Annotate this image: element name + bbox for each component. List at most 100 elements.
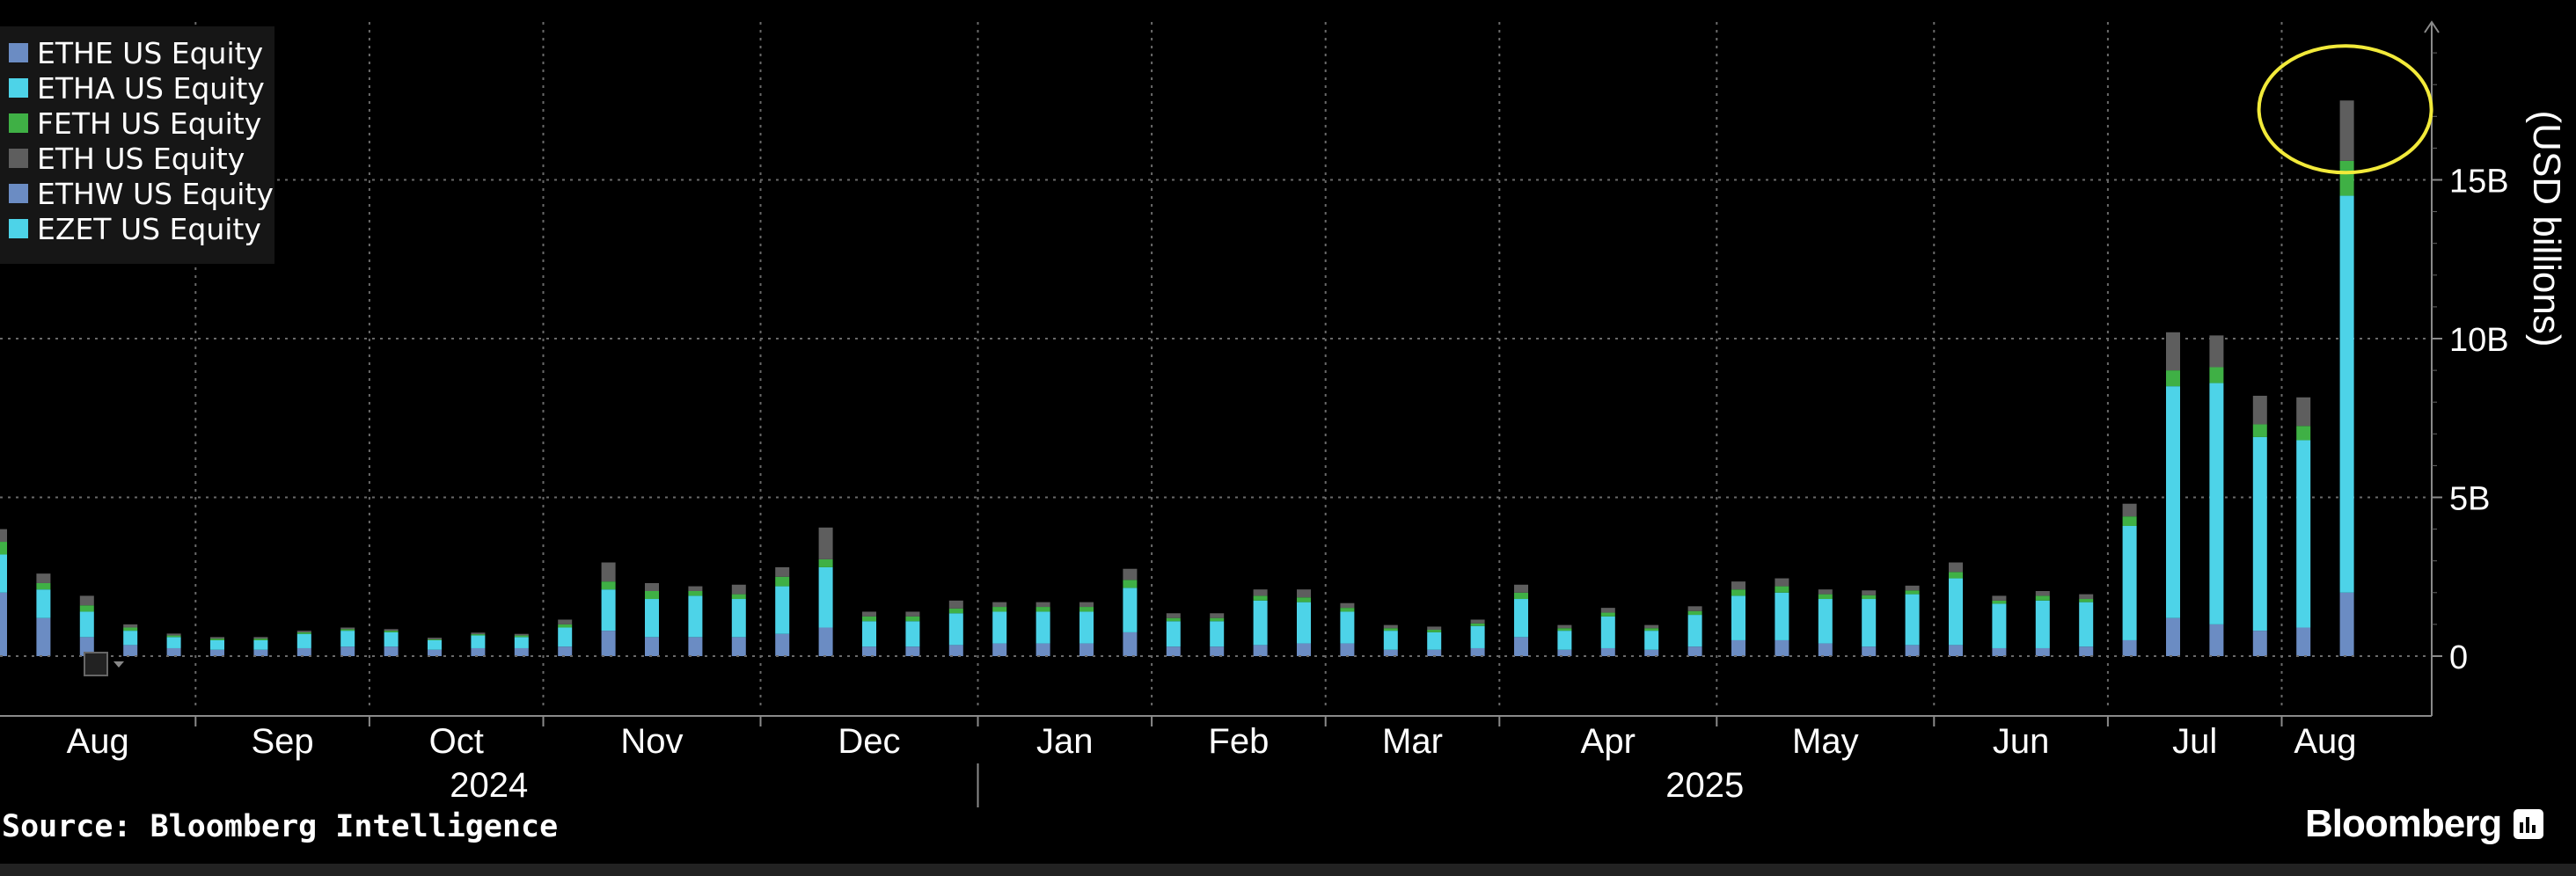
x-tick-label: Aug [67,722,129,761]
bloomberg-logo-icon [2514,809,2544,839]
bar-segment [253,639,268,650]
grid-lines [0,22,2432,709]
y-axis-title: (USD billions) [2525,111,2568,347]
bar-segment [1123,580,1138,588]
bar-segment [2209,624,2224,656]
bar-segment [1862,590,1877,595]
bar-stack [775,566,790,656]
bar-segment [1383,631,1398,650]
bar-stack [1514,584,1528,656]
legend-label: FETH US Equity [37,106,262,141]
bar-segment [166,633,181,636]
bar-segment [1166,617,1181,622]
bar-segment [905,611,920,617]
bar-segment [1992,600,2007,604]
bar-segment [731,637,746,656]
x-tick-label: Nov [620,722,683,761]
bar-segment [36,573,51,583]
bar-segment [1036,643,1050,656]
chart-type-button[interactable] [84,648,136,680]
bar-segment [253,637,268,639]
bar-segment [0,529,7,543]
bar-segment [1992,647,2007,656]
legend-swatch [9,219,28,238]
bar-segment [1600,647,1615,656]
bar-segment [2122,503,2137,517]
bar-segment [1905,590,1920,595]
bar-segment [2296,627,2311,656]
bar-segment [2122,516,2137,526]
bar-segment [2122,639,2137,656]
bar-segment [2166,617,2180,656]
bar-segment [1166,621,1181,647]
legend-swatch [9,78,28,98]
bar-segment [2035,600,2050,648]
bar-segment [1644,631,1659,650]
bar-segment [1470,625,1485,648]
bar-stack [384,629,399,656]
bar-segment [1687,606,1702,611]
source-note: Source: Bloomberg Intelligence [2,809,559,844]
bar-segment [1557,624,1572,629]
bar-segment [384,631,399,632]
bar-segment [862,616,876,622]
legend-item: ETHA US Equity [9,70,265,106]
bar-segment [471,632,486,635]
bar-segment [296,631,311,632]
bar-stack [1340,602,1355,656]
bar-segment [1297,602,1311,644]
bar-segment [1253,645,1268,656]
bar-segment [1905,645,1920,656]
legend-item: FETH US Equity [9,106,261,141]
legend-item: ETHE US Equity [9,35,263,70]
bar-segment [992,607,1007,612]
bar-stack [1166,613,1181,656]
bar-segment [558,619,573,624]
axes: 0 5B 10B 15B (USD billions) Aug Sep Oct Nov Dec Ja… [0,20,2568,807]
bar-segment [1383,624,1398,629]
bar-segment [2079,646,2094,656]
bar-stack [601,562,616,656]
bar-segment [340,629,355,631]
bar-stack [1253,589,1268,656]
bar-segment [210,637,224,639]
legend-label: ETHA US Equity [37,70,265,106]
bar-segment [2209,383,2224,624]
bar-segment [818,527,833,559]
brand-name: Bloomberg [2305,802,2502,845]
bar-segment [296,633,311,648]
year-label: 2025 [1665,766,1744,805]
bar-segment [645,599,659,638]
bar-stack [1079,602,1094,656]
bar-segment [905,646,920,656]
bar-segment [1818,643,1833,656]
bar-stack [1123,568,1138,656]
bar-segment [601,581,616,590]
bar-segment [2035,595,2050,601]
bar-segment [1036,607,1050,612]
bar-stack [1557,624,1572,656]
footer-strip [0,864,2576,876]
bar-segment [471,647,486,656]
bar-segment [471,634,486,636]
legend-label: EZET US Equity [37,211,261,246]
bar-segment [210,649,224,656]
bar-segment [123,631,138,646]
bar-segment [1905,585,1920,591]
bar-segment [0,592,7,656]
bar-segment [905,616,920,622]
bar-stack [862,611,876,656]
bar-stack [1036,602,1050,656]
bar-stack [1949,562,1963,656]
bar-segment [1644,628,1659,631]
bar-segment [79,605,94,612]
legend: ETHE US Equity ETHA US Equity FETH US Equi… [0,26,274,264]
bar-stack [645,582,659,656]
bar-segment [1731,589,1745,596]
bar-segment [2296,426,2311,441]
bar-segment [1123,631,1138,656]
bar-stack [1210,613,1225,656]
bar-stack [2209,335,2224,656]
bar-segment [428,639,442,640]
bar-segment [1775,586,1789,593]
